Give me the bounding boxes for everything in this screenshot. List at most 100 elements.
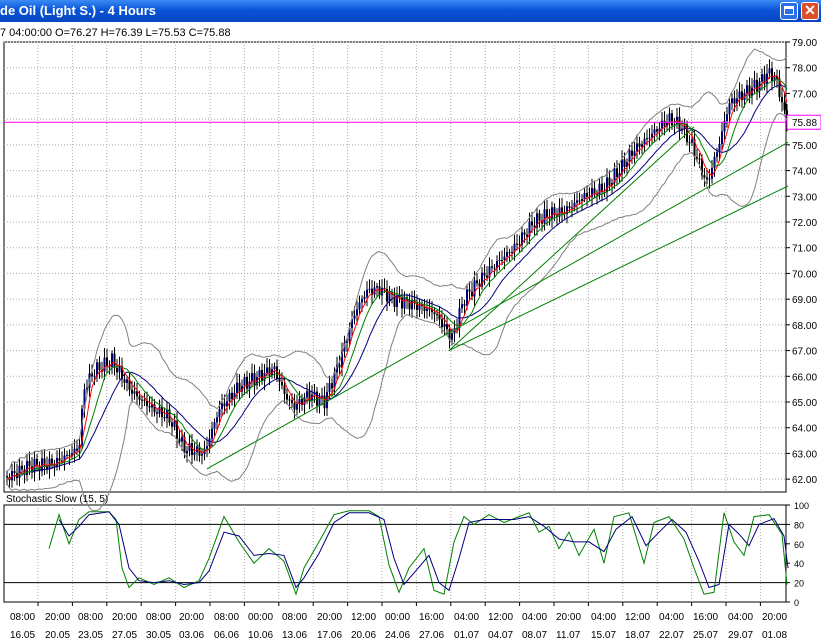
price-bar [308,391,311,401]
price-bar [608,177,611,186]
price-bar [766,73,768,85]
y-tick-label: 78.00 [792,64,817,75]
price-bar [708,178,711,180]
x-axis-date-label: 11.07 [556,630,581,641]
price-bar [368,288,371,290]
y-tick-label: 75.00 [792,141,817,152]
x-axis-time-label: 00:00 [385,612,410,623]
price-bar [606,177,608,193]
price-bar [66,454,68,456]
stochastic-title: Stochastic Slow (15, 5) [6,494,108,505]
price-bar [693,139,696,157]
price-bar [131,389,133,394]
maximize-icon [784,6,794,15]
price-bar [656,129,658,132]
price-bar [706,177,708,180]
price-bar [566,206,568,214]
price-bar [581,198,583,202]
price-bar [96,362,98,376]
price-bar [543,209,546,224]
x-axis-date-label: 16.05 [10,630,35,641]
price-bar [726,114,728,122]
y-tick-label: 77.00 [792,89,817,100]
price-bar [778,78,781,97]
price-bar [556,215,558,217]
stochastic-panel [3,504,787,603]
price-bar [76,448,78,451]
price-bar [416,302,418,310]
price-bar [396,295,398,307]
price-bar [298,398,301,404]
price-bar [418,303,421,310]
price-bar [728,103,731,115]
price-bar [578,200,581,202]
close-button[interactable]: ✕ [801,2,819,20]
x-axis-time-label: 08:00 [214,612,239,623]
price-bar [171,422,173,427]
price-bar [11,471,13,481]
price-bar [276,366,278,379]
x-axis-date-label: 01.07 [454,630,479,641]
x-axis-date-label: 27.06 [419,630,444,641]
moving-average-fast [6,74,788,480]
price-bar [583,192,586,199]
price-bar [53,464,56,467]
x-axis-time-label: 20:00 [179,612,204,623]
price-bar [481,272,483,287]
price-bar [91,373,93,377]
maximize-button[interactable] [780,2,798,20]
price-bar [433,312,436,315]
x-axis-date-label: 15.07 [591,630,616,641]
price-bar [216,417,218,423]
price-bar [161,406,163,418]
x-axis-time-label: 20:00 [317,612,342,623]
price-bar [98,362,101,371]
price-bar [768,68,771,74]
price-bar [593,188,596,195]
price-bar [176,421,178,439]
price-bar [436,314,438,316]
price-bar [476,280,478,284]
x-axis-date-label: 25.07 [693,630,718,641]
price-bar [58,458,61,461]
price-bar [226,401,228,407]
price-bar [288,399,291,401]
price-bar [528,221,531,237]
price-bar [546,209,548,218]
trendline [448,185,789,352]
price-bar [446,323,448,330]
price-bar [733,98,736,104]
price-bar [633,151,636,156]
x-axis-time-label: 20:00 [556,612,581,623]
price-bar [451,333,453,340]
x-axis-time-label: 16:00 [693,612,718,623]
price-bar [483,272,486,276]
stochastic-tick-label: 20 [794,579,804,589]
price-bar [6,476,8,478]
price-bar [423,306,426,311]
price-bar [771,68,773,82]
y-tick-label: 62.00 [792,475,817,486]
price-bar [488,266,491,278]
price-bar [611,182,613,186]
window-title: de Oil (Light S.) - 4 Hours [0,3,156,18]
price-bar [496,261,498,269]
price-bar [93,375,96,377]
x-axis-date-label: 17.06 [317,630,342,641]
price-bar [358,302,361,310]
price-bar [183,436,186,454]
price-bar [463,304,466,306]
x-axis-time-label: 04:00 [659,612,684,623]
price-bar [761,74,763,82]
x-axis-date-label: 23.05 [78,630,103,641]
price-bar [721,131,723,144]
price-bar [186,450,188,454]
stochastic-d-line [58,511,789,592]
price-bar [46,465,48,470]
x-axis-date-label: 22.07 [659,630,684,641]
price-bar [148,406,151,408]
y-tick-label: 65.00 [792,398,817,409]
price-bar [426,308,428,311]
x-axis-date-label: 06.06 [214,630,239,641]
